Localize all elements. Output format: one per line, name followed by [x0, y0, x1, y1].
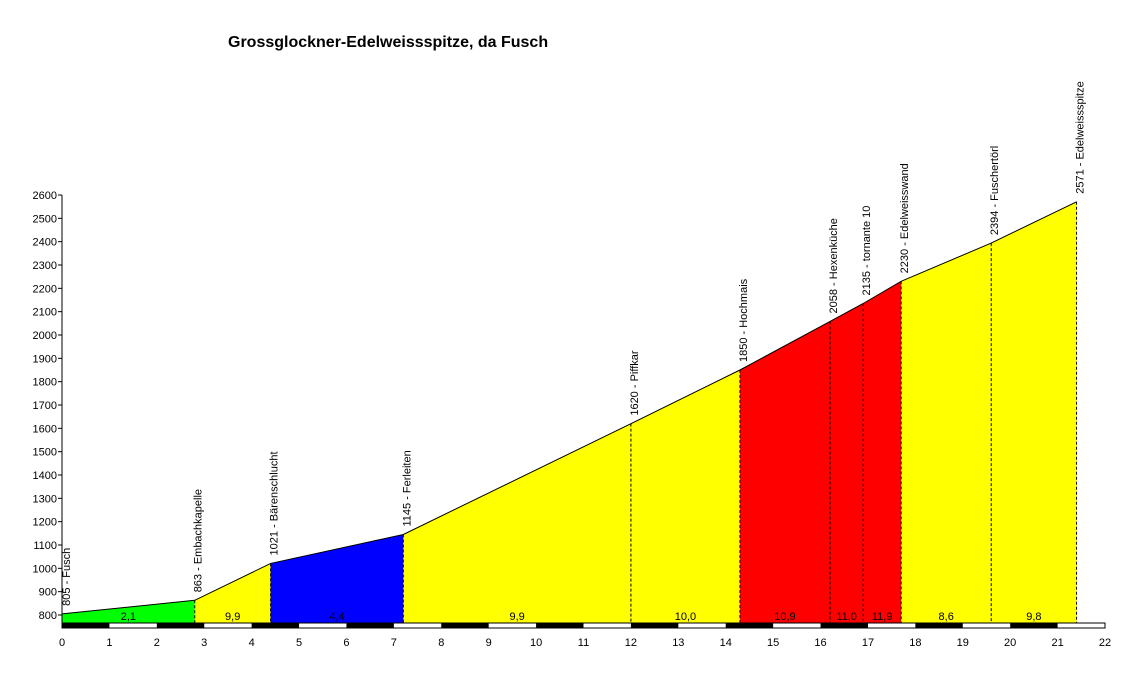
- y-tick-label: 2400: [33, 237, 57, 249]
- point-label: 2058 - Hexenküche: [828, 218, 840, 313]
- x-tick-label: 2: [154, 637, 160, 649]
- segment-gradient-label: 4,4: [329, 611, 344, 623]
- y-tick-label: 2000: [33, 330, 57, 342]
- distance-bar-block: [62, 623, 110, 628]
- y-tick-label: 1200: [33, 517, 57, 529]
- chart-title: Grossglockner-Edelweissspitze, da Fusch: [228, 34, 549, 51]
- segment-area: [403, 423, 631, 623]
- segment-area: [863, 281, 902, 623]
- y-tick-label: 2200: [33, 283, 57, 295]
- distance-bar-block: [630, 623, 679, 628]
- point-label: 863 - Embachkapelle: [193, 489, 205, 592]
- x-tick-label: 10: [530, 637, 542, 649]
- distance-bar-block: [441, 623, 489, 628]
- distance-bar-block: [156, 623, 205, 628]
- point-label: 2571 - Edelweissspitze: [1075, 81, 1087, 194]
- segment-gradient-label: 11,9: [872, 611, 893, 623]
- x-tick-label: 5: [296, 637, 302, 649]
- segment-gradient-label: 11,0: [836, 611, 857, 623]
- point-label: 1021 - Bärenschlucht: [269, 451, 281, 555]
- segment-gradient-label: 9,9: [509, 611, 524, 623]
- y-tick-label: 2500: [33, 213, 57, 225]
- segment-area: [830, 303, 864, 623]
- y-tick-label: 2300: [33, 260, 57, 272]
- x-tick-label: 7: [391, 637, 397, 649]
- point-label: 1145 - Ferleiten: [401, 450, 413, 526]
- x-tick-label: 20: [1004, 637, 1016, 649]
- distance-bar-block: [346, 623, 394, 628]
- segment-area: [194, 563, 271, 623]
- x-tick-label: 12: [625, 637, 637, 649]
- point-label: 1850 - Hochmais: [738, 278, 750, 362]
- y-tick-label: 1000: [33, 563, 57, 575]
- segment-area: [739, 321, 831, 623]
- x-tick-label: 0: [59, 637, 65, 649]
- x-tick-label: 15: [767, 637, 779, 649]
- x-tick-label: 11: [578, 637, 589, 649]
- y-tick-label: 1700: [33, 400, 57, 412]
- x-tick-label: 3: [201, 637, 207, 649]
- x-tick-label: 14: [720, 637, 732, 649]
- y-tick-label: 1300: [33, 493, 57, 505]
- distance-bar-block: [725, 623, 774, 628]
- x-tick-label: 6: [343, 637, 349, 649]
- distance-bar-block: [536, 623, 584, 628]
- point-label: 2230 - Edelweisswand: [899, 163, 911, 273]
- y-tick-label: 800: [39, 610, 57, 622]
- x-tick-label: 4: [249, 637, 255, 649]
- y-tick-label: 1400: [33, 470, 57, 482]
- y-tick-label: 2600: [33, 190, 57, 202]
- segment-gradient-label: 9,9: [225, 611, 240, 623]
- segment-gradient-label: 10,9: [774, 611, 795, 623]
- segment-area: [991, 201, 1077, 623]
- x-tick-label: 13: [672, 637, 684, 649]
- y-tick-label: 1600: [33, 423, 57, 435]
- x-tick-label: 1: [106, 637, 112, 649]
- segment-area: [901, 243, 992, 624]
- y-tick-label: 2100: [33, 307, 57, 319]
- y-tick-label: 900: [39, 587, 57, 599]
- y-tick-label: 1500: [33, 447, 57, 459]
- segment-gradient-label: 10,0: [675, 611, 696, 623]
- segment-area: [630, 370, 740, 623]
- segment-gradient-label: 2,1: [121, 611, 136, 623]
- x-tick-label: 17: [862, 637, 874, 649]
- x-tick-label: 9: [486, 637, 492, 649]
- segment-gradient-label: 8,6: [939, 611, 954, 623]
- y-tick-label: 1900: [33, 353, 57, 365]
- x-tick-label: 18: [909, 637, 921, 649]
- point-label: 2394 - Fuschertörl: [989, 146, 1001, 235]
- x-tick-label: 21: [1051, 637, 1063, 649]
- x-tick-label: 8: [438, 637, 444, 649]
- point-label: 805 - Fusch: [61, 548, 73, 606]
- segment-area: [62, 600, 195, 623]
- segment-gradient-label: 9,8: [1026, 611, 1041, 623]
- distance-bar-block: [820, 623, 868, 628]
- x-tick-label: 22: [1099, 637, 1111, 649]
- distance-bar-block: [915, 623, 963, 628]
- segment-area: [270, 534, 404, 623]
- y-tick-label: 1100: [33, 540, 57, 552]
- distance-bar-block: [251, 623, 300, 628]
- x-tick-label: 19: [957, 637, 969, 649]
- x-tick-label: 16: [814, 637, 826, 649]
- y-tick-label: 1800: [33, 377, 57, 389]
- point-label: 2135 - tornante 10: [861, 206, 873, 296]
- point-label: 1620 - Piffkar: [629, 350, 641, 416]
- distance-bar-block: [1010, 623, 1058, 628]
